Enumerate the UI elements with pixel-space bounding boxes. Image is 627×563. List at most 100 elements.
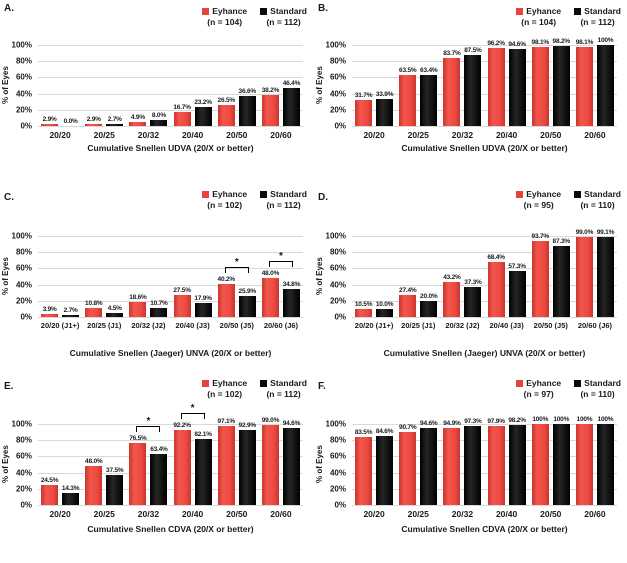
gridline <box>38 236 303 237</box>
legend-item-standard: Standard (n = 110) <box>574 378 621 399</box>
bar-group: 76.5% 63.4% * <box>126 417 170 505</box>
gridline <box>38 488 303 490</box>
bar-value-label: 20.0% <box>420 292 438 300</box>
legend-series-label: Eyhance <box>212 6 248 16</box>
legend-item-eyhance: Eyhance (n = 102) <box>202 189 247 210</box>
gridline <box>352 126 617 127</box>
bar-group: 26.5% 36.6% <box>215 45 259 126</box>
significance-bracket <box>180 413 205 420</box>
bar-standard: 99.1% <box>597 229 614 317</box>
bar-value-label: 2.7% <box>63 306 78 314</box>
x-tick-label: 20/60 <box>584 130 606 140</box>
legend-n-label: (n = 112) <box>266 17 301 27</box>
bar-value-label: 93.7% <box>531 233 550 241</box>
bar-group: 48.0% 37.5% <box>82 424 126 505</box>
y-tick-label: 80% <box>329 435 346 445</box>
legend-n-label: (n = 110) <box>580 200 615 210</box>
legend-name: Eyhance <box>516 6 561 16</box>
y-tick-label: 20% <box>15 296 32 306</box>
legend-series-label: Eyhance <box>526 189 562 199</box>
bar-eyhance: 94.9% <box>443 420 461 505</box>
bar-eyhance: 83.5% <box>355 429 373 505</box>
gridline <box>352 505 617 506</box>
y-tick-label: 80% <box>329 56 346 66</box>
legend-n-label: (n = 112) <box>580 17 615 27</box>
x-axis-ticks: 20/20 20/25 20/32 20/40 20/50 20/60 <box>352 130 617 140</box>
x-tick-label: 20/50 (J5) <box>533 321 568 330</box>
bar-value-label: 24.5% <box>40 477 59 485</box>
bar-value-label: 33.9% <box>375 90 394 98</box>
plot-area: 31.7% 33.9% 63.5% 63.4% 83.7% 87.5% 96.2% 94.6%… <box>352 37 617 127</box>
legend-series-label: Eyhance <box>212 378 248 388</box>
legend-item-standard: Standard (n = 112) <box>574 6 621 27</box>
bar-standard: 92.9% <box>239 422 256 505</box>
bar-eyhance: 92.2% <box>173 422 191 505</box>
y-tick-label: 0% <box>20 312 32 322</box>
x-tick-label: 20/20 <box>363 509 385 519</box>
bar-value-label: 99.1% <box>596 228 615 236</box>
legend-name: Standard <box>574 189 621 199</box>
bar-standard: 84.6% <box>376 428 394 505</box>
x-tick-label: 20/60 <box>270 509 292 519</box>
y-tick-label: 20% <box>15 105 32 115</box>
bar-value-label: 94.6% <box>508 41 526 49</box>
x-tick-label: 20/40 <box>495 509 518 519</box>
bar-value-label: 100% <box>576 416 593 423</box>
bar-group: 92.2% 82.1% * <box>171 404 215 505</box>
y-tick-label: 100% <box>11 231 32 241</box>
gridline <box>38 440 303 442</box>
bar-group: 38.2% 46.4% <box>259 45 303 126</box>
bar-value-label: 63.5% <box>399 66 417 74</box>
panel-letter: B. <box>318 3 328 14</box>
bar-value-label: 98.2% <box>508 417 526 425</box>
y-tick-label: 0% <box>334 312 346 322</box>
gridline <box>38 93 303 95</box>
gridline <box>352 456 617 458</box>
bar-eyhance: 93.7% <box>532 233 549 317</box>
bar-value-label: 34.8% <box>282 280 301 288</box>
bar-groups: 3.9% 2.7% 10.8% 4.5% 18.6% 10.7% 27.5% 17.9% 40.… <box>38 236 303 317</box>
bar-standard: 36.6% <box>239 88 256 126</box>
bar-eyhance: 31.7% <box>355 92 373 126</box>
bar-value-label: 97.3% <box>464 418 482 426</box>
bar-eyhance: 99.0% <box>576 229 593 317</box>
legend-name: Standard <box>260 189 307 199</box>
bar-eyhance: 98.1% <box>532 39 549 126</box>
panel-letter: C. <box>4 192 14 203</box>
gridline <box>352 109 617 111</box>
x-tick-label: 20/20 (J1+) <box>354 321 394 330</box>
bar-value-label: 18.6% <box>129 293 147 301</box>
x-tick-label: 20/32 (J2) <box>131 321 166 330</box>
bar-eyhance: 97.9% <box>487 418 505 505</box>
y-axis-ticks: 100% 80% 60% 40% 20% 0% <box>314 41 349 131</box>
bar-standard: 20.0% <box>420 293 438 317</box>
bar-value-label: 10.8% <box>85 300 103 308</box>
bar-standard: 94.6% <box>508 41 526 126</box>
bar-value-label: 87.3% <box>552 238 571 246</box>
bar-standard: 4.5% <box>106 305 124 317</box>
bar-value-label: 25.9% <box>238 288 257 296</box>
y-tick-label: 0% <box>20 500 32 510</box>
legend-name: Eyhance <box>202 189 247 199</box>
bar-eyhance: 2.9% <box>85 116 103 126</box>
x-axis-title: Cumulative Snellen UDVA (20/X or better) <box>87 143 254 153</box>
x-axis-title: Cumulative Snellen (Jaeger) UNVA (20/X o… <box>69 348 272 358</box>
legend-swatch-icon <box>260 379 268 387</box>
legend-item-standard: Standard (n = 112) <box>260 378 307 399</box>
bar-value-label: 2.7% <box>107 115 122 123</box>
bar-value-label: 63.4% <box>150 445 168 453</box>
bar-value-label: 0.0% <box>63 118 78 125</box>
bar-standard: 37.3% <box>464 279 482 317</box>
chart-panel: E. Eyhance (n = 102) Standard (n = 112)% of … <box>0 360 313 563</box>
bar-value-label: 8.0% <box>151 111 166 119</box>
x-tick-label: 20/25 <box>93 130 115 140</box>
bar-eyhance: 26.5% <box>218 97 235 126</box>
bar-value-label: 36.6% <box>238 88 257 96</box>
bar-value-label: 17.9% <box>194 294 212 302</box>
bar-value-label: 10.7% <box>150 300 168 308</box>
gridline <box>38 77 303 79</box>
gridline <box>38 126 303 127</box>
bar-group: 31.7% 33.9% <box>352 45 396 126</box>
bar-eyhance: 27.4% <box>399 287 417 317</box>
x-axis-title: Cumulative Snellen (Jaeger) UNVA (20/X o… <box>383 348 586 358</box>
